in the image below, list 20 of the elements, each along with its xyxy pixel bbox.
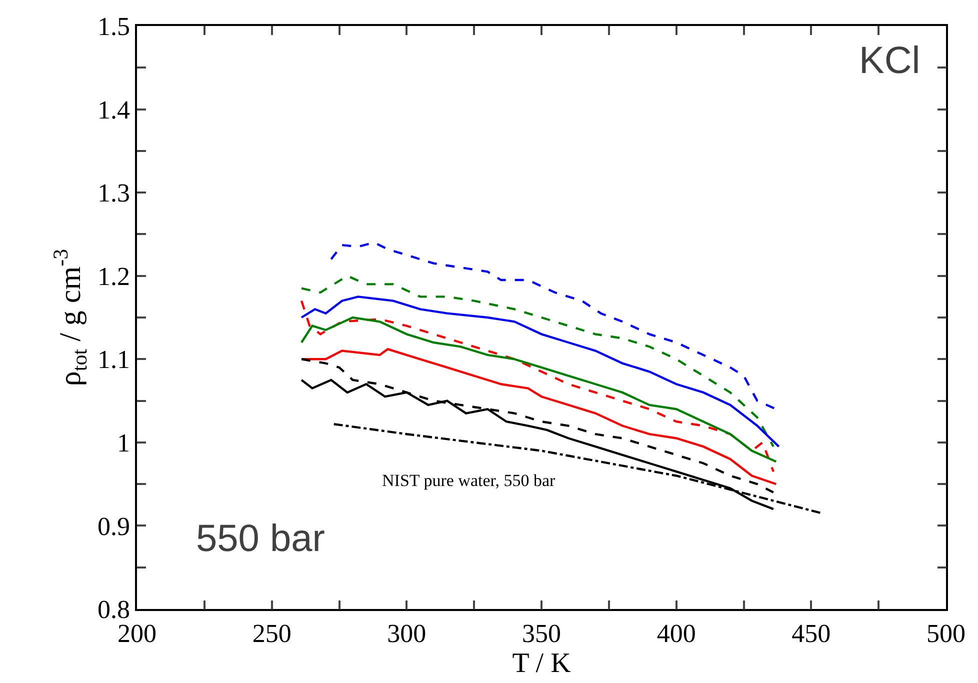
y-tick-label: 1.4 [98, 95, 130, 124]
x-tick-label: 250 [252, 618, 292, 648]
y-tick-label: 1.2 [98, 262, 130, 291]
y-tick-label: 1.3 [98, 178, 130, 208]
y-tick-label: 0.9 [98, 512, 130, 541]
y-tick-label: 1 [117, 428, 130, 458]
x-tick-label: 300 [387, 618, 426, 648]
y-tick-label: 1.1 [98, 345, 130, 374]
x-axis-title: T / K [512, 648, 571, 679]
annotation: NIST pure water, 550 bar [382, 471, 556, 490]
x-tick-label: 400 [656, 618, 696, 648]
line-series [330, 241, 778, 410]
annotation: KCl [859, 40, 920, 82]
annotation: 550 bar [196, 518, 326, 560]
line-series [300, 316, 778, 463]
x-tick-label: 350 [522, 618, 561, 648]
line-series [300, 300, 775, 473]
x-tick-label: 450 [792, 618, 831, 648]
y-tick-label: 1.5 [98, 12, 130, 42]
x-tick-label: 500 [926, 618, 966, 648]
